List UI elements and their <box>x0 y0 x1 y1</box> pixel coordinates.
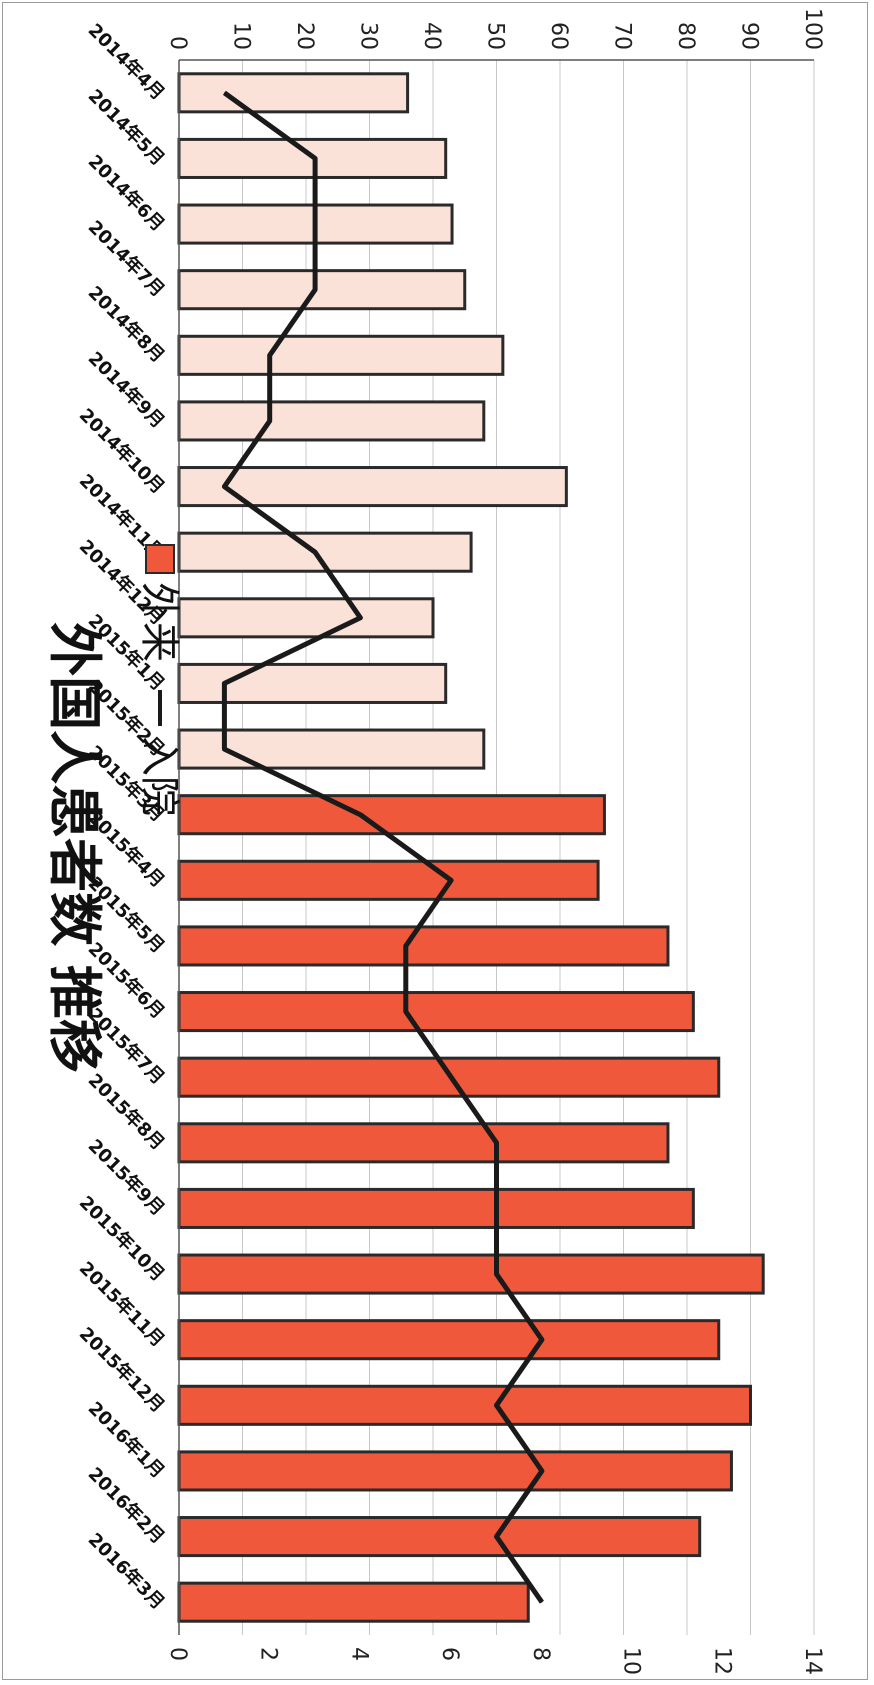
bar <box>177 1581 530 1623</box>
bar <box>177 859 600 901</box>
bar <box>177 1384 752 1426</box>
right-tick-label: 0 <box>165 1647 190 1661</box>
line-point <box>541 1339 543 1341</box>
bar <box>177 597 435 639</box>
bar <box>177 1319 721 1361</box>
series-line <box>221 90 545 1604</box>
legend-label-bar: 外来 <box>136 582 182 662</box>
right-tick-label: 10 <box>619 1647 644 1675</box>
left-tick-label: 30 <box>356 22 381 50</box>
line-point <box>496 1142 497 1144</box>
line-point <box>496 1273 497 1275</box>
right-tick-label: 2 <box>256 1647 281 1661</box>
bar <box>177 334 505 376</box>
left-tick-label: 40 <box>419 22 444 50</box>
bar <box>177 794 606 836</box>
line-point <box>223 682 225 684</box>
bar <box>177 400 486 442</box>
line-point <box>359 814 361 816</box>
left-tick-label: 20 <box>292 22 317 50</box>
bar <box>177 1516 702 1558</box>
right-tick-label: 6 <box>437 1647 462 1661</box>
bar <box>177 925 670 967</box>
line-point <box>223 92 225 94</box>
bar <box>177 662 448 704</box>
left-tick-label: 0 <box>165 36 190 50</box>
line-point <box>359 617 361 619</box>
legend-label-line: 入院 <box>136 736 182 816</box>
right-tick-label: 8 <box>528 1647 553 1661</box>
line-point <box>450 1076 452 1078</box>
line-point <box>314 223 316 225</box>
line-point <box>314 289 316 291</box>
right-tick-label: 14 <box>800 1647 825 1675</box>
right-tick-label: 4 <box>346 1647 371 1661</box>
bar <box>177 1450 733 1492</box>
line-point <box>496 1404 497 1406</box>
line-point <box>496 1207 497 1209</box>
legend: 外来 入院 <box>136 544 182 816</box>
chart-title: 外国人患者数 推移 <box>43 622 106 1073</box>
left-tick-label: 10 <box>229 22 254 50</box>
line-point <box>223 486 225 488</box>
bar <box>177 1187 695 1229</box>
left-tick-label: 100 <box>800 8 825 50</box>
axes <box>178 59 814 1635</box>
bar <box>177 991 695 1033</box>
line-point <box>223 748 225 750</box>
line-point <box>405 945 407 947</box>
line-point <box>405 1011 407 1013</box>
line-point <box>269 354 271 356</box>
bar <box>177 72 410 114</box>
line-point <box>314 551 316 553</box>
bar <box>177 1253 765 1295</box>
right-tick-label: 12 <box>709 1647 734 1675</box>
left-tick-label: 80 <box>673 22 698 50</box>
left-tick-label: 60 <box>546 22 571 50</box>
line-point <box>541 1601 543 1603</box>
left-tick-label: 70 <box>610 22 635 50</box>
line-series <box>221 90 545 1604</box>
bar-series <box>177 72 765 1623</box>
bar <box>177 1122 670 1164</box>
legend-swatch-bar <box>145 544 175 574</box>
left-tick-label: 90 <box>737 22 762 50</box>
bar <box>177 466 568 508</box>
line-point <box>496 1536 497 1538</box>
line-point <box>450 879 452 881</box>
line-point <box>314 157 316 159</box>
line-point <box>541 1470 543 1472</box>
left-tick-label: 50 <box>483 22 508 50</box>
bar <box>177 269 467 311</box>
line-point <box>269 420 271 422</box>
